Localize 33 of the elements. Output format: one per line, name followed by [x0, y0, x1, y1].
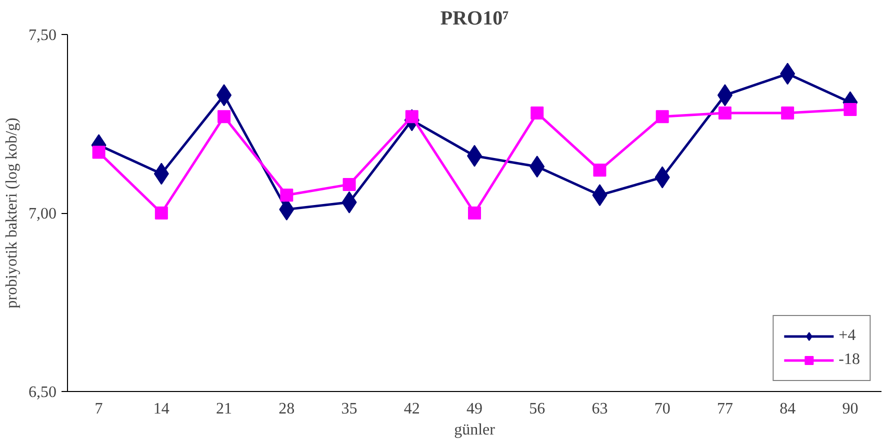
legend-label: +4	[838, 327, 857, 345]
x-tick-label: 77	[716, 400, 733, 418]
x-axis-title: günler	[454, 422, 496, 438]
x-tick-label: 49	[466, 400, 482, 418]
x-tick-label: 70	[654, 400, 670, 418]
point	[530, 106, 544, 120]
y-tick-label: 6,50	[28, 384, 56, 401]
y-axis-title: probiyotik bakteri (log kob/g)	[4, 118, 20, 308]
point	[342, 178, 356, 191]
x-tick-label: 14	[153, 400, 170, 418]
x-tick-label: 21	[216, 400, 232, 418]
point	[468, 206, 481, 220]
x-tick-label: 90	[842, 400, 858, 418]
x-tick-label: 7	[94, 400, 103, 418]
y-tick-label: 7,50	[28, 27, 56, 44]
x-tick-label: 56	[529, 400, 546, 418]
legend-label: -18	[838, 351, 860, 369]
point	[844, 102, 857, 116]
point	[280, 188, 294, 202]
chart-title: PRO10⁷	[440, 8, 509, 30]
x-tick-label: 28	[278, 400, 295, 418]
x-tick-label: 42	[404, 400, 420, 418]
x-tick-label: 63	[592, 400, 608, 418]
x-tick-label: 35	[341, 400, 358, 418]
point	[781, 106, 794, 120]
point	[593, 164, 606, 177]
point	[154, 206, 168, 220]
x-tick-label: 84	[780, 400, 796, 418]
point	[92, 146, 106, 159]
point	[656, 110, 669, 124]
point	[718, 106, 732, 120]
y-tick-label: 7,00	[28, 206, 56, 222]
point	[218, 110, 231, 124]
